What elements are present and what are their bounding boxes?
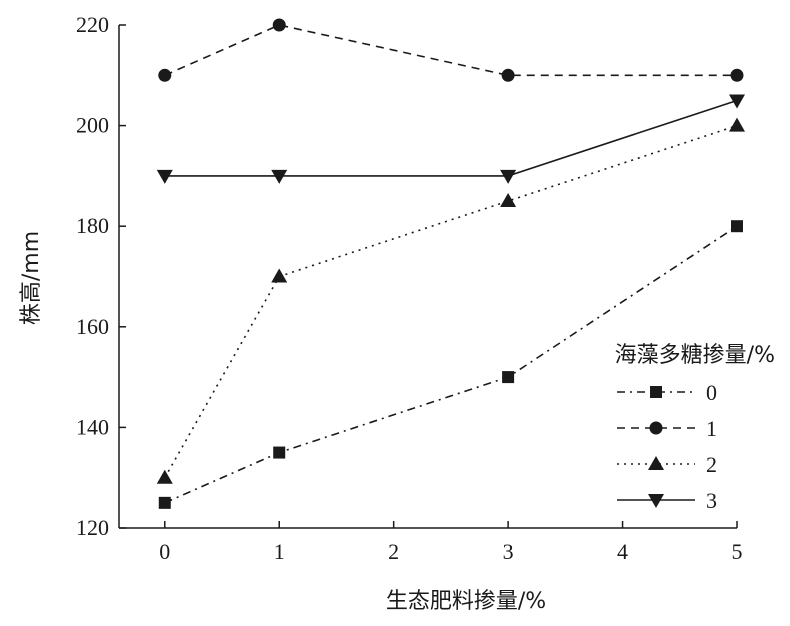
series-1 xyxy=(158,18,744,82)
series-layer xyxy=(156,18,745,509)
data-point xyxy=(272,18,286,32)
data-point xyxy=(271,268,288,283)
data-point xyxy=(158,68,172,82)
legend-entry-1: 1 xyxy=(617,416,717,441)
legend-marker xyxy=(650,386,662,398)
data-point xyxy=(731,220,743,233)
series-line xyxy=(164,24,737,77)
legend-label: 3 xyxy=(706,488,717,513)
data-point xyxy=(273,446,286,459)
y-axis-label: 株高/mm xyxy=(19,231,44,325)
legend-marker xyxy=(649,421,663,435)
y-tick-label: 140 xyxy=(76,414,109,439)
data-point xyxy=(729,117,745,132)
y-tick-label: 200 xyxy=(76,113,109,138)
x-tick-label: 3 xyxy=(503,539,514,564)
series-2 xyxy=(156,117,745,484)
series-line xyxy=(164,124,738,479)
y-tick-label: 120 xyxy=(76,515,109,540)
data-point xyxy=(729,94,745,109)
y-tick-label: 160 xyxy=(76,314,109,339)
x-axis-label: 生态肥料掺量/% xyxy=(386,589,546,614)
legend: 0 1 2 3 xyxy=(617,380,717,513)
legend-label: 2 xyxy=(706,452,717,477)
data-point xyxy=(156,469,173,484)
legend-label: 0 xyxy=(706,380,717,405)
data-point xyxy=(500,169,517,184)
legend-entry-2: 2 xyxy=(617,452,717,477)
series-line xyxy=(164,99,738,177)
x-tick-label: 2 xyxy=(388,539,399,564)
series-3 xyxy=(156,94,745,184)
series-0 xyxy=(158,220,743,509)
data-point xyxy=(158,496,171,509)
series-line xyxy=(164,225,738,504)
legend-marker xyxy=(648,456,664,470)
data-point xyxy=(271,169,288,184)
legend-label: 1 xyxy=(706,416,717,441)
legend-entry-0: 0 xyxy=(617,380,717,405)
data-point xyxy=(501,68,515,82)
x-tick-label: 1 xyxy=(274,539,285,564)
legend-entry-3: 3 xyxy=(617,488,717,513)
data-point xyxy=(156,169,173,184)
legend-marker xyxy=(648,494,664,508)
x-tick-label: 0 xyxy=(159,539,170,564)
data-point xyxy=(500,193,517,208)
data-point xyxy=(502,371,515,384)
y-tick-label: 180 xyxy=(76,213,109,238)
data-point xyxy=(730,68,744,82)
legend-title: 海藻多糖掺量/% xyxy=(615,343,775,368)
y-tick-label: 220 xyxy=(76,12,109,37)
x-tick-label: 5 xyxy=(732,539,743,564)
x-tick-label: 4 xyxy=(617,539,628,564)
